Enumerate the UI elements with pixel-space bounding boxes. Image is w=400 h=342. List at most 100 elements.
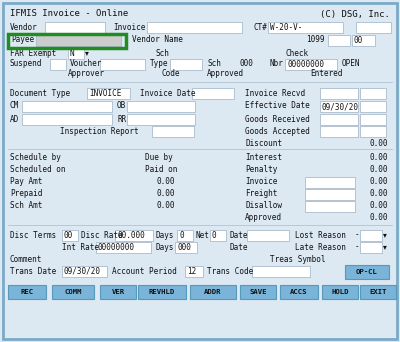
Text: Invoice Recvd: Invoice Recvd [245, 89, 305, 97]
Text: VER: VER [112, 289, 124, 295]
Text: 0.00: 0.00 [370, 189, 388, 198]
Text: -: - [355, 242, 360, 251]
Text: Invoice Date: Invoice Date [140, 89, 196, 97]
Text: 0: 0 [212, 231, 217, 240]
Bar [147, 22, 242, 33]
Text: Voucher: Voucher [70, 60, 102, 68]
Bar [356, 22, 391, 33]
Bar [328, 35, 350, 46]
Text: 000: 000 [240, 60, 254, 68]
Text: Vendor Name: Vendor Name [132, 36, 183, 44]
Text: 0.00: 0.00 [156, 177, 175, 186]
Bar [22, 114, 112, 125]
Bar [8, 34, 126, 48]
Bar [322, 285, 358, 299]
Text: HOLD: HOLD [331, 289, 349, 295]
Bar [100, 285, 136, 299]
Bar [285, 59, 337, 70]
Bar [247, 230, 289, 241]
Bar [192, 88, 234, 99]
Text: Treas Symbol: Treas Symbol [270, 254, 326, 263]
Bar [360, 285, 396, 299]
Bar [152, 126, 194, 137]
Bar [268, 22, 343, 33]
Text: OP-CL: OP-CL [356, 269, 378, 275]
Text: -: - [355, 231, 360, 239]
Text: Code: Code [162, 69, 180, 79]
Text: 0.00: 0.00 [370, 166, 388, 174]
Bar [170, 59, 202, 70]
Bar [190, 285, 236, 299]
Text: Invoice: Invoice [113, 23, 145, 31]
Text: Late Reason: Late Reason [295, 242, 346, 251]
Text: Prepaid: Prepaid [10, 189, 42, 198]
Bar [177, 230, 193, 241]
Bar [210, 230, 226, 241]
Text: RR: RR [117, 115, 126, 123]
Text: Days: Days [155, 242, 174, 251]
Bar [22, 101, 112, 112]
Bar [62, 230, 78, 241]
Text: W-20-V-: W-20-V- [270, 23, 302, 32]
Text: CM: CM [10, 102, 19, 110]
Text: 0.00: 0.00 [370, 177, 388, 186]
Bar [45, 22, 105, 33]
Text: ▾: ▾ [383, 231, 387, 239]
Bar [240, 285, 276, 299]
Text: Days: Days [156, 231, 174, 239]
Text: Pay Amt: Pay Amt [10, 177, 42, 186]
Text: 00000000: 00000000 [287, 60, 324, 69]
Text: Due by: Due by [145, 154, 173, 162]
Text: Comment: Comment [10, 254, 42, 263]
Text: Disc Rate: Disc Rate [81, 231, 123, 239]
Text: Disc Terms: Disc Terms [10, 231, 56, 239]
Text: Sch: Sch [155, 49, 169, 57]
Bar [360, 242, 382, 253]
Bar [360, 230, 382, 241]
Text: Trans Code: Trans Code [207, 266, 253, 276]
Bar [185, 266, 203, 277]
Text: Date: Date [229, 231, 248, 239]
Bar [138, 285, 186, 299]
Text: 0: 0 [179, 231, 184, 240]
Text: REVHLD: REVHLD [149, 289, 175, 295]
Bar [52, 285, 94, 299]
Text: IFMIS Invoice - Online: IFMIS Invoice - Online [10, 10, 128, 18]
Text: Interest: Interest [245, 154, 282, 162]
Text: FAR Exempt: FAR Exempt [10, 49, 56, 57]
Text: Entered: Entered [310, 69, 342, 79]
Bar [305, 201, 355, 212]
Text: 00.000: 00.000 [117, 231, 145, 240]
Text: Sch Amt: Sch Amt [10, 201, 42, 210]
Bar [345, 265, 389, 279]
Text: Paid on: Paid on [145, 166, 177, 174]
Bar [360, 101, 386, 112]
Bar [305, 177, 355, 188]
Text: (C) DSG, Inc.: (C) DSG, Inc. [320, 10, 390, 18]
Text: Inspection Report: Inspection Report [60, 127, 139, 135]
Text: 000: 000 [177, 243, 191, 252]
Text: 1099: 1099 [306, 36, 325, 44]
Bar [320, 114, 358, 125]
Text: 0.00: 0.00 [370, 139, 388, 147]
Text: ▾: ▾ [383, 242, 387, 251]
Text: EXIT: EXIT [369, 289, 387, 295]
Text: Sch: Sch [207, 60, 221, 68]
Text: N: N [70, 49, 75, 58]
Bar [352, 35, 375, 46]
Bar [62, 266, 107, 277]
Text: OPEN: OPEN [342, 60, 360, 68]
Bar [127, 101, 195, 112]
Text: 0.00: 0.00 [370, 201, 388, 210]
Text: REC: REC [20, 289, 34, 295]
Text: AD: AD [10, 115, 19, 123]
Text: Payee: Payee [11, 36, 34, 44]
Text: ▾: ▾ [85, 49, 89, 57]
Text: Discount: Discount [245, 139, 282, 147]
Text: Account Period: Account Period [112, 266, 177, 276]
Text: Freight: Freight [245, 189, 277, 198]
Text: Invoice: Invoice [245, 177, 277, 186]
Text: 0.00: 0.00 [156, 189, 175, 198]
Text: Type: Type [150, 60, 168, 68]
Text: 00: 00 [64, 231, 73, 240]
